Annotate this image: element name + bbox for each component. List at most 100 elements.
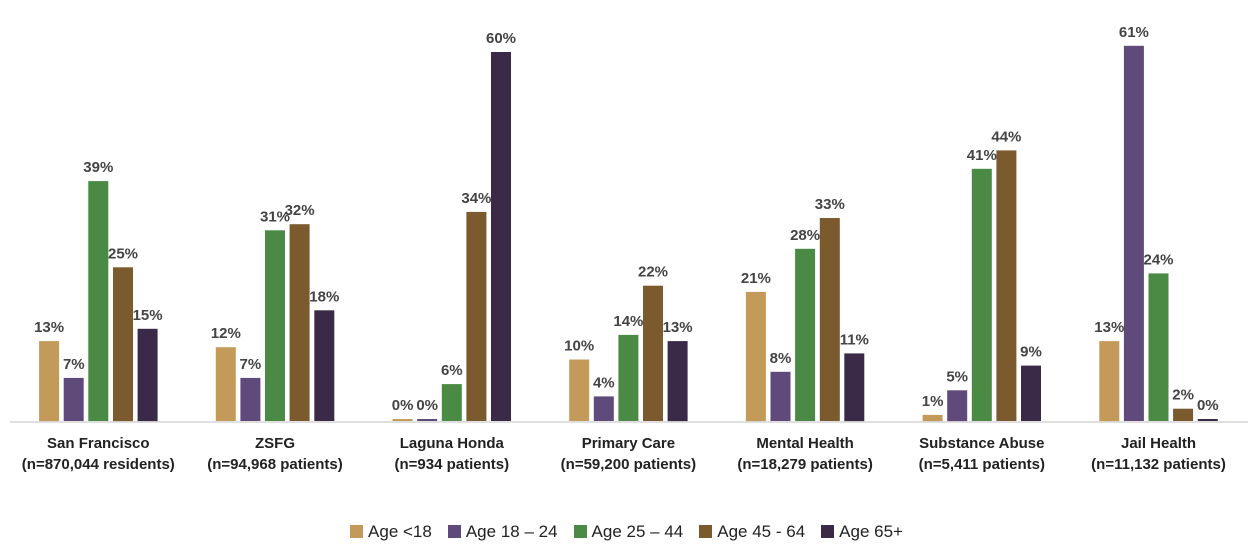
legend-label: Age 45 - 64 (717, 522, 806, 541)
bar (1099, 341, 1120, 422)
bar (593, 396, 614, 421)
bar (844, 353, 865, 422)
bar (1173, 408, 1194, 421)
bar (137, 328, 158, 422)
legend-item: Age <18 (350, 522, 432, 542)
bar (819, 218, 840, 421)
bar (39, 341, 60, 422)
data-label: 8% (770, 350, 792, 367)
data-label: 7% (63, 356, 85, 373)
bar (63, 377, 84, 421)
legend-item: Age 65+ (821, 522, 903, 542)
category-label: ZSFG (255, 435, 295, 452)
data-label: 11% (840, 331, 869, 348)
legend-item: Age 18 – 24 (447, 522, 558, 542)
data-label: 39% (83, 159, 113, 176)
legend-swatch (447, 525, 461, 538)
data-label: 6% (441, 362, 463, 379)
bar (215, 347, 236, 421)
data-label: 10% (564, 338, 594, 355)
legend-label: Age 65+ (839, 522, 903, 541)
data-label: 7% (240, 356, 262, 373)
data-label: 31% (260, 208, 290, 225)
legend-swatch (821, 525, 835, 538)
bar (113, 267, 133, 422)
data-label: 12% (211, 325, 241, 342)
bar (795, 248, 816, 421)
data-label: 4% (593, 374, 615, 391)
bar (289, 224, 310, 421)
data-label: 61% (1119, 24, 1149, 41)
category-label: (n=934 patients) (394, 456, 509, 473)
bar (971, 168, 992, 421)
data-label: 13% (1094, 319, 1124, 336)
bar (922, 414, 943, 422)
data-label: 25% (108, 245, 138, 262)
data-label: 18% (309, 288, 339, 305)
bar (770, 371, 791, 421)
bar (996, 150, 1017, 421)
bar (417, 419, 438, 421)
bar (466, 211, 487, 421)
bar (1148, 273, 1169, 421)
legend-label: Age <18 (368, 522, 432, 541)
legend: Age <18 Age 18 – 24 Age 25 – 44 Age 45 - 64… (0, 522, 1253, 542)
data-label: 0% (392, 397, 414, 414)
data-label: 21% (741, 270, 771, 287)
data-label: 2% (1172, 387, 1194, 404)
data-label: 22% (638, 264, 668, 281)
category-label: Mental Health (756, 435, 854, 452)
category-label: Laguna Honda (400, 435, 505, 452)
data-label: 0% (1197, 397, 1219, 414)
data-label: 24% (1143, 251, 1173, 268)
category-label: (n=18,279 patients) (737, 456, 872, 473)
data-label: 0% (416, 397, 438, 414)
bar-chart: 13%7%39%25%15%12%7%31%32%18%0% 0%6%34%60%… (10, 24, 1248, 473)
data-label: 28% (790, 227, 820, 244)
bar (745, 291, 766, 422)
bar (947, 390, 968, 422)
category-label: San Francisco (47, 435, 150, 452)
category-label: (n=5,411 patients) (919, 456, 1045, 473)
data-label: 33% (815, 196, 845, 213)
category-label: (n=59,200 patients) (561, 456, 696, 473)
legend-label: Age 18 – 24 (465, 522, 558, 541)
bar (643, 285, 663, 421)
legend-item: Age 25 – 44 (573, 522, 683, 542)
bar (441, 384, 462, 421)
data-label: 13% (34, 319, 64, 336)
category-label: (n=94,968 patients) (207, 456, 342, 473)
data-label: 60% (486, 30, 516, 47)
bar (1197, 419, 1218, 421)
data-label: 41% (967, 147, 997, 164)
data-label: 15% (133, 307, 163, 324)
legend-swatch (573, 525, 587, 538)
data-label: 9% (1020, 344, 1042, 361)
data-label: 5% (946, 368, 968, 385)
bar (618, 334, 639, 421)
bar (314, 310, 335, 421)
bar (667, 341, 688, 422)
category-label: (n=11,132 patients) (1091, 456, 1226, 473)
legend-swatch (350, 525, 364, 538)
bar (240, 377, 261, 421)
data-label: 13% (663, 319, 693, 336)
category-label: Primary Care (582, 435, 675, 452)
bar (1123, 45, 1144, 422)
bar (569, 359, 590, 421)
data-label: 32% (285, 202, 315, 219)
category-label: (n=870,044 residents) (22, 456, 175, 473)
category-label: Substance Abuse (919, 435, 1044, 452)
legend-item: Age 45 - 64 (699, 522, 805, 542)
data-label: 34% (461, 190, 491, 207)
data-label: 14% (613, 313, 643, 330)
legend-swatch (699, 525, 713, 538)
bar (1021, 365, 1041, 421)
bar (392, 419, 413, 421)
data-label: 1% (922, 393, 944, 410)
data-label: 44% (991, 128, 1021, 145)
category-label: Jail Health (1121, 435, 1196, 452)
bar (88, 181, 109, 421)
bar (265, 230, 285, 421)
bar (491, 52, 511, 421)
